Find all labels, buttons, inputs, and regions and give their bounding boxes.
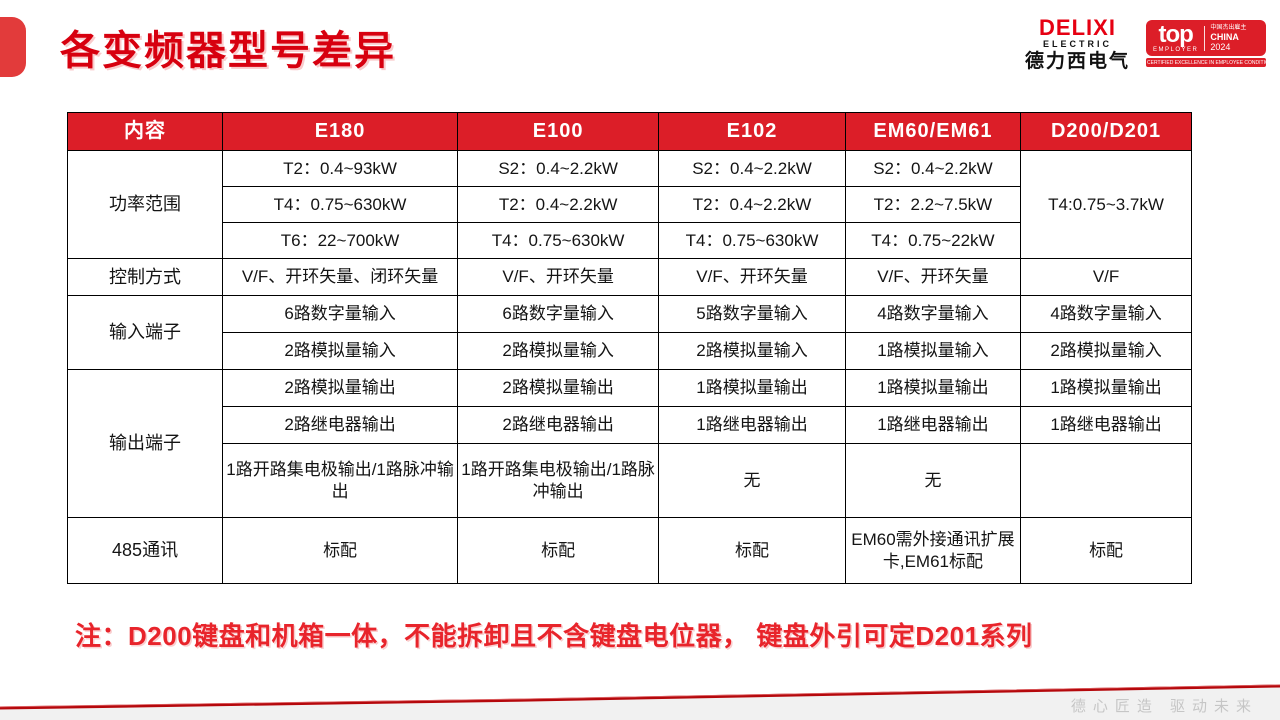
table-cell: 2路继电器输出 [457,406,660,444]
top-employer-badge: top EMPLOYER 中国杰出雇主 CHINA 2024 CERTIFIED… [1146,20,1266,68]
table-cell: T2：2.2~7.5kW [844,186,1022,223]
table-cell: 6路数字量输入 [457,295,660,333]
footer-swoosh [0,684,1280,720]
top-employer-wordmark: top EMPLOYER [1153,21,1199,54]
table-cell: 2路模拟量输出 [222,369,459,407]
table-cell [1020,443,1192,518]
table-cell: T2：0.4~2.2kW [658,186,846,223]
table-cell: 1路开路集电极输出/1路脉冲输出 [222,443,459,518]
table-cell: S2：0.4~2.2kW [844,150,1022,187]
table-cell: 1路继电器输出 [658,406,846,444]
table-cell: 标配 [222,517,459,584]
table-cell: V/F、开环矢量 [658,258,846,296]
row-label-485-comm: 485通讯 [66,517,224,584]
delixi-wordmark: DELIXI [1039,15,1116,40]
column-header-e180: E180 [222,112,459,151]
table-cell: S2：0.4~2.2kW [457,150,660,187]
table-cell: 5路数字量输入 [658,295,846,333]
table-cell: 无 [658,443,846,518]
table-cell: T4：0.75~630kW [457,222,660,259]
table-cell: 1路模拟量输出 [1020,369,1192,407]
table-cell: 1路继电器输出 [1020,406,1192,444]
table-cell: 1路模拟量输出 [658,369,846,407]
column-header-e100: E100 [457,112,660,151]
header-logos: DELIXI ELECTRIC 德力西电气 top EMPLOYER 中国杰出雇… [1025,16,1266,71]
table-row: 485通讯 标配 标配 标配 EM60需外接通讯扩展卡,EM61标配 标配 [66,517,1192,584]
table-cell: 2路模拟量输入 [658,332,846,370]
table-cell: 1路模拟量输入 [844,332,1022,370]
table-cell: T4：0.75~22kW [844,222,1022,259]
page-title: 各变频器型号差异 [60,29,396,73]
table-row: T4：0.75~630kW T2：0.4~2.2kW T2：0.4~2.2kW … [68,186,1192,223]
table-cell: EM60需外接通讯扩展卡,EM61标配 [844,517,1022,584]
column-header-content: 内容 [66,112,224,151]
table-cell: 2路模拟量输入 [1020,332,1192,370]
table-row: 功率范围 T2：0.4~93kW S2：0.4~2.2kW S2：0.4~2.2… [66,150,1192,259]
table-cell: V/F、开环矢量 [844,258,1022,296]
table-cell: T4：0.75~630kW [222,186,459,223]
row-label-control-mode: 控制方式 [66,258,224,296]
table-cell: 2路模拟量输入 [457,332,660,370]
table-cell: V/F、开环矢量 [457,258,660,296]
table-cell: T4:0.75~3.7kW [1020,150,1192,259]
table-cell: V/F [1020,258,1192,296]
row-label-input-terminals: 输入端子 [66,295,224,370]
badge-divider [1204,26,1206,52]
table-cell: 1路模拟量输出 [844,369,1022,407]
table-cell: 4路数字量输入 [844,295,1022,333]
table-row: 输出端子 2路模拟量输出 2路模拟量输出 1路模拟量输出 1路模拟量输出 1路模… [66,369,1192,518]
table-row: 控制方式 V/F、开环矢量、闭环矢量 V/F、开环矢量 V/F、开环矢量 V/F… [66,258,1192,296]
table-row: T6：22~700kW T4：0.75~630kW T4：0.75~630kW … [68,222,1192,259]
table-cell: 4路数字量输入 [1020,295,1192,333]
table-cell: V/F、开环矢量、闭环矢量 [222,258,459,296]
table-cell: 无 [844,443,1022,518]
table-cell: 6路数字量输入 [222,295,459,333]
table-cell: T2：0.4~2.2kW [457,186,660,223]
table-cell: 标配 [658,517,846,584]
column-header-d200-d201: D200/D201 [1020,112,1192,151]
table-cell: 标配 [457,517,660,584]
table-cell: T4：0.75~630kW [658,222,846,259]
top-employer-region: 中国杰出雇主 CHINA 2024 [1210,24,1247,53]
table-cell: T2：0.4~93kW [222,150,459,187]
delixi-electric-label: ELECTRIC [1042,39,1112,50]
table-cell: 2路继电器输出 [222,406,459,444]
table-row: 输入端子 6路数字量输入 6路数字量输入 5路数字量输入 4路数字量输入 4路数… [66,295,1192,370]
note-text: 注：D200键盘和机箱一体，不能拆卸且不含键盘电位器， 键盘外引可定D201系列 [75,621,1033,651]
table-row: 2路继电器输出 2路继电器输出 1路继电器输出 1路继电器输出 1路继电器输出 [68,406,1192,444]
column-header-em60-em61: EM60/EM61 [844,112,1022,151]
row-label-power-range: 功率范围 [66,150,224,259]
top-employer-tagline: CERTIFIED EXCELLENCE IN EMPLOYEE CONDITI… [1146,58,1266,68]
table-cell: 1路开路集电极输出/1路脉冲输出 [457,443,660,518]
delixi-logo: DELIXI ELECTRIC 德力西电气 [1025,16,1130,71]
column-header-e102: E102 [658,112,846,151]
table-cell: T6：22~700kW [222,222,459,259]
table-cell: 1路继电器输出 [844,406,1022,444]
comparison-table: 内容 E180 E100 E102 EM60/EM61 D200/D201 功率… [66,112,1192,584]
table-cell: S2：0.4~2.2kW [658,150,846,187]
table-cell: 2路模拟量输入 [222,332,459,370]
table-cell: 2路模拟量输出 [457,369,660,407]
table-cell: 标配 [1020,517,1192,584]
table-row: 2路模拟量输入 2路模拟量输入 2路模拟量输入 1路模拟量输入 2路模拟量输入 [68,332,1192,370]
row-label-output-terminals: 输出端子 [66,369,224,518]
title-accent-bar [0,17,26,77]
delixi-chinese-name: 德力西电气 [1024,50,1130,72]
table-row: 1路开路集电极输出/1路脉冲输出 1路开路集电极输出/1路脉冲输出 无 无 [68,443,1192,518]
footer-slogan: 德心匠造 驱动未来 [1070,698,1258,715]
table-header-row: 内容 E180 E100 E102 EM60/EM61 D200/D201 [66,112,1192,151]
top-employer-badge-main: top EMPLOYER 中国杰出雇主 CHINA 2024 [1146,20,1266,57]
